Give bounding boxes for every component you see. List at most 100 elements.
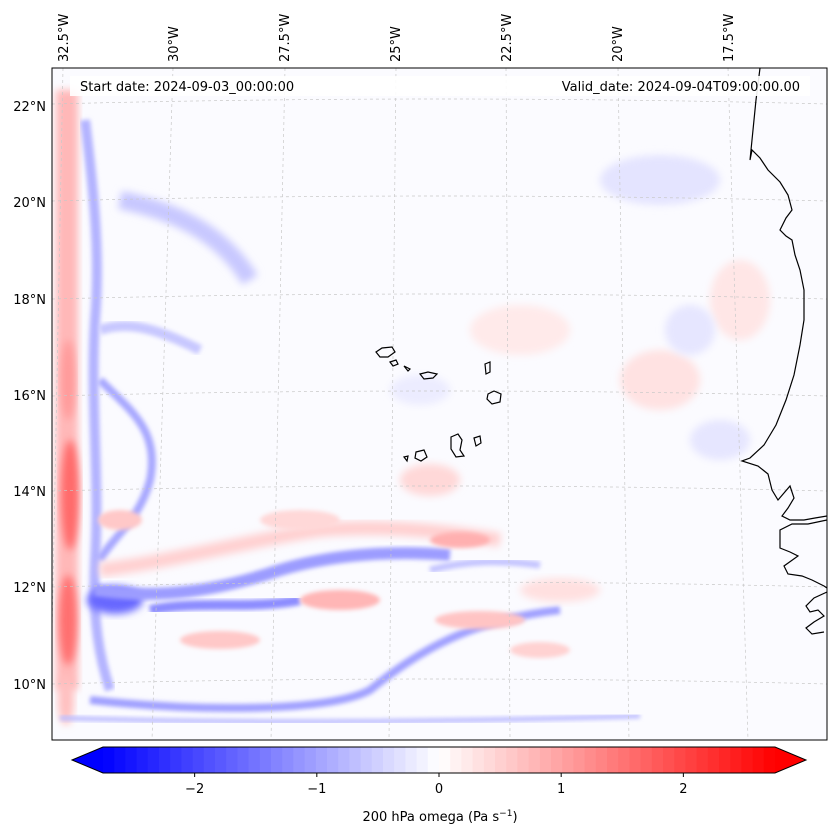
colorbar-label-tail: ) (512, 810, 517, 825)
lon-label: 27.5°W (278, 14, 293, 62)
map-plot-area: Start date: 2024-09-03_00:00:00 Valid_da… (52, 68, 827, 740)
cape-verde-island (473, 435, 482, 447)
omega-red-band (99, 521, 502, 577)
colorbar-cell (461, 747, 474, 773)
omega-blue-core (690, 420, 750, 460)
colorbar-cell (349, 747, 362, 773)
omega-red-core (180, 631, 260, 649)
omega-blue-core (665, 305, 715, 355)
colorbar-cell (427, 747, 440, 773)
cape-verde-island (403, 365, 412, 372)
colorbar-tick-label: 2 (679, 782, 687, 797)
gridlines (52, 68, 827, 740)
colorbar-cell (573, 747, 586, 773)
colorbar-tick-label: −1 (307, 782, 326, 797)
lon-label: 20°W (611, 26, 626, 62)
colorbar-cell (450, 747, 462, 773)
colorbar-tick-label: 1 (557, 782, 565, 797)
parallel-gridline (52, 485, 827, 492)
latitude-labels: 22°N 20°N 18°N 16°N 14°N 12°N 10°N (13, 100, 46, 693)
colorbar-cell (237, 747, 250, 773)
colorbar-cell (607, 747, 619, 773)
lat-label: 18°N (13, 293, 46, 308)
colorbar-cell (371, 747, 384, 773)
meridian-gridline (151, 68, 174, 740)
africa-coastline (740, 68, 827, 635)
coastlines (375, 68, 827, 635)
omega-red-core (61, 440, 79, 550)
omega-blue-band (80, 119, 115, 692)
lon-label: 32.5°W (57, 14, 72, 62)
cape-verde-island (484, 361, 491, 375)
meridian-gridline (388, 68, 397, 740)
omega-field (56, 90, 770, 725)
map-frame (51, 67, 828, 741)
colorbar-cell (293, 747, 306, 773)
parallel-gridline (52, 98, 827, 105)
valid-date-label: Valid_date: 2024-09-04T09:00:00.00 (562, 80, 800, 95)
colorbar-cell (528, 747, 541, 773)
colorbar-cell (674, 747, 686, 773)
colorbar-cell (181, 747, 194, 773)
parallel-gridline (52, 581, 827, 588)
cape-verde-island (450, 433, 466, 458)
omega-blue-core (600, 155, 720, 205)
omega-blue-band (96, 377, 156, 562)
colorbar-cell (416, 747, 429, 773)
colorbar-cell (282, 747, 294, 773)
colorbar-cell (640, 747, 653, 773)
omega-red-core (98, 510, 142, 530)
lat-label: 20°N (13, 196, 46, 211)
colorbar-cell (192, 747, 205, 773)
colorbar-cell (360, 747, 373, 773)
header-strip (70, 76, 810, 96)
colorbar-cell (741, 747, 754, 773)
omega-red-core (400, 464, 460, 496)
colorbar-cell (304, 747, 317, 773)
cape-verde-island (486, 390, 502, 405)
colorbar-cell (159, 747, 171, 773)
colorbar-tick-label: −2 (185, 782, 204, 797)
lon-label: 25°W (389, 26, 404, 62)
colorbar-cell (405, 747, 418, 773)
meridian-gridline (270, 68, 286, 740)
colorbar-cell (483, 747, 496, 773)
omega-red-core (510, 642, 570, 658)
omega-red-core (260, 510, 340, 530)
meridian-gridline (505, 68, 511, 740)
colorbar-cell (215, 747, 227, 773)
parallel-gridline (52, 195, 827, 202)
omega-blue-band (94, 547, 451, 600)
colorbar-extend-min (72, 747, 103, 773)
colorbar-cell (338, 747, 350, 773)
colorbar-outline (70, 746, 808, 774)
colorbar-cell (439, 747, 451, 773)
lat-label: 10°N (13, 678, 46, 693)
colorbar-cell (136, 747, 149, 773)
lon-label: 17.5°W (722, 14, 737, 62)
omega-blue-band (429, 558, 541, 574)
colorbar-cell (707, 747, 720, 773)
omega-blue-band (118, 191, 258, 285)
colorbar-cell (539, 747, 552, 773)
lat-label: 14°N (13, 485, 46, 500)
colorbar-cell (125, 747, 138, 773)
cape-verde-island (402, 455, 409, 463)
colorbar-cell (248, 747, 261, 773)
colorbar-cell (394, 747, 406, 773)
colorbar-ticks: −2 −1 0 1 2 (185, 773, 688, 797)
omega-red-core (59, 575, 77, 665)
colorbar-cell (383, 747, 395, 773)
colorbar-cell (170, 747, 182, 773)
colorbar-cell (327, 747, 339, 773)
colorbar-cell (315, 747, 328, 773)
colorbar-label-main: 200 hPa omega (Pa s (362, 810, 499, 825)
colorbar-cell (629, 747, 642, 773)
start-date-label: Start date: 2024-09-03_00:00:00 (80, 80, 294, 95)
colorbar-cell (562, 747, 574, 773)
omega-blue-band (98, 321, 203, 355)
colorbar-cell (259, 747, 272, 773)
colorbar-cell (271, 747, 283, 773)
parallel-gridline (52, 293, 827, 300)
colorbar-cell (506, 747, 518, 773)
